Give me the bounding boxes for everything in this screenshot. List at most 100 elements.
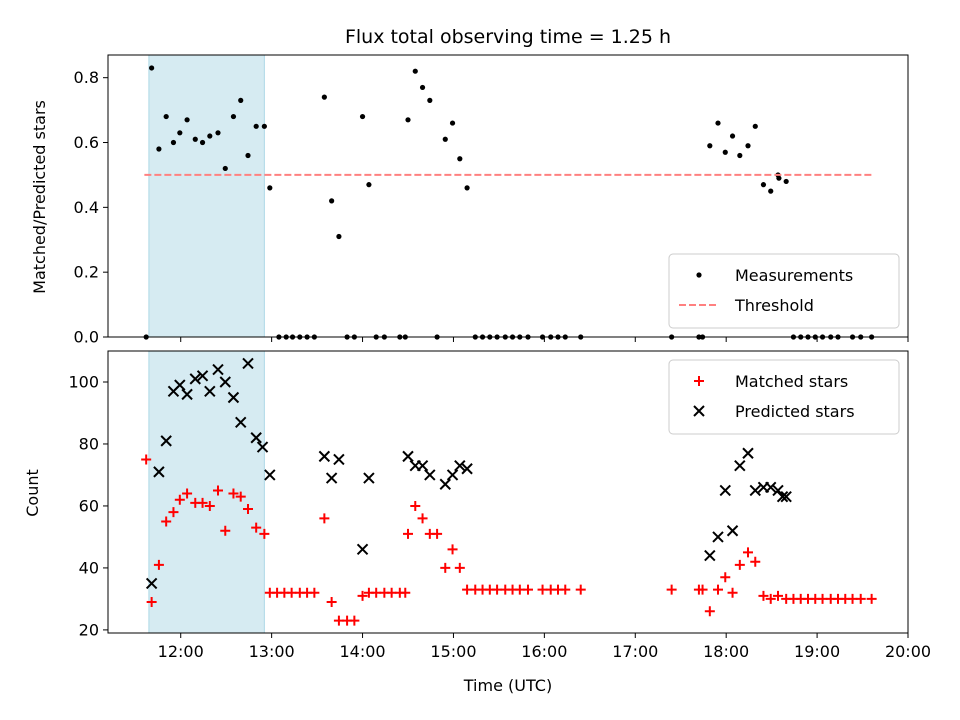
x-tick-label: 15:00 xyxy=(430,642,476,661)
y-tick-label-ratio: 0.8 xyxy=(74,68,99,87)
data-point xyxy=(220,525,231,536)
data-point xyxy=(253,123,259,129)
data-point xyxy=(309,587,320,598)
data-point xyxy=(349,615,360,626)
data-point xyxy=(417,513,428,524)
data-point xyxy=(440,562,451,573)
data-point xyxy=(318,450,331,463)
x-tick-label: 13:00 xyxy=(249,642,295,661)
y-tick-label-counts: 60 xyxy=(79,496,99,515)
data-point xyxy=(212,363,224,376)
data-point xyxy=(743,547,753,558)
data-point xyxy=(153,466,165,478)
data-point xyxy=(446,469,459,481)
legend-label: Threshold xyxy=(734,296,814,315)
data-point xyxy=(855,593,866,604)
data-point xyxy=(715,120,721,126)
legend-marker-measurements xyxy=(696,272,702,278)
data-point xyxy=(449,120,456,126)
data-point xyxy=(196,370,209,382)
data-point xyxy=(326,597,337,608)
legend-label: Measurements xyxy=(735,266,853,285)
data-point xyxy=(319,513,330,524)
data-point xyxy=(765,593,776,604)
data-point xyxy=(523,584,533,595)
data-point xyxy=(783,178,789,185)
data-point xyxy=(357,590,368,601)
data-point xyxy=(329,198,335,204)
data-point xyxy=(416,459,429,472)
data-point xyxy=(745,143,751,149)
data-point xyxy=(160,435,172,447)
data-point xyxy=(250,432,262,444)
data-point xyxy=(161,516,172,527)
data-point xyxy=(325,472,338,484)
legend-label: Predicted stars xyxy=(735,402,855,421)
data-point xyxy=(177,130,183,136)
legend-counts: Matched stars Predicted stars xyxy=(668,359,900,435)
data-point xyxy=(424,469,436,481)
plot-area: 0.0 0.2 0.4 0.6 0.8 Measurements Threshold 20 40… xyxy=(68,54,931,661)
data-point xyxy=(168,507,179,518)
data-point xyxy=(242,357,254,370)
data-point xyxy=(219,376,231,388)
axes-frame-ratio xyxy=(107,54,909,338)
data-point xyxy=(363,472,375,484)
data-point xyxy=(238,97,244,103)
data-point xyxy=(758,590,769,601)
data-point xyxy=(227,391,240,404)
data-point xyxy=(742,447,754,459)
x-tick-label: 19:00 xyxy=(794,642,840,661)
bottom-y-axis-label: Count xyxy=(23,469,42,517)
data-point xyxy=(780,490,792,503)
y-tick-label-counts: 80 xyxy=(79,434,99,453)
data-point xyxy=(402,450,414,463)
data-point xyxy=(432,528,443,539)
data-point xyxy=(403,528,413,539)
y-tick-label-ratio: 0.4 xyxy=(74,198,99,217)
data-point xyxy=(336,233,342,240)
data-point xyxy=(333,453,345,466)
data-point xyxy=(321,94,327,100)
data-point xyxy=(153,559,164,570)
x-tick-label: 14:00 xyxy=(339,642,385,661)
shaded-span-counts xyxy=(148,350,265,634)
data-point xyxy=(729,133,736,139)
x-tick-label: 16:00 xyxy=(521,642,567,661)
data-point xyxy=(773,590,783,601)
data-point xyxy=(454,562,465,573)
data-point xyxy=(359,113,366,120)
data-point xyxy=(230,113,237,120)
x-axis-label: Time (UTC) xyxy=(463,676,552,695)
data-point xyxy=(145,577,158,590)
legend-box xyxy=(668,253,900,329)
data-point xyxy=(149,65,155,71)
data-point xyxy=(768,188,774,194)
data-point xyxy=(734,459,746,472)
data-point xyxy=(146,597,157,608)
data-point xyxy=(251,522,262,533)
data-point xyxy=(454,459,466,472)
data-point xyxy=(207,133,213,139)
data-point xyxy=(726,525,739,537)
data-point xyxy=(213,485,223,496)
data-point xyxy=(461,463,473,475)
data-point xyxy=(170,139,177,146)
data-point xyxy=(749,484,761,497)
data-point xyxy=(199,139,206,146)
data-point xyxy=(704,606,715,617)
data-point xyxy=(439,478,451,490)
x-tick-label: 18:00 xyxy=(703,642,749,661)
data-point xyxy=(156,146,162,152)
data-point xyxy=(174,494,185,505)
data-point xyxy=(765,481,777,494)
data-point xyxy=(204,385,216,397)
series-matched-stars xyxy=(141,454,877,626)
data-point xyxy=(235,416,247,428)
data-point xyxy=(727,587,738,598)
data-point xyxy=(752,123,758,129)
data-point xyxy=(447,544,458,555)
series-predicted-stars xyxy=(145,357,792,590)
data-point xyxy=(697,584,708,595)
data-point xyxy=(776,175,782,181)
